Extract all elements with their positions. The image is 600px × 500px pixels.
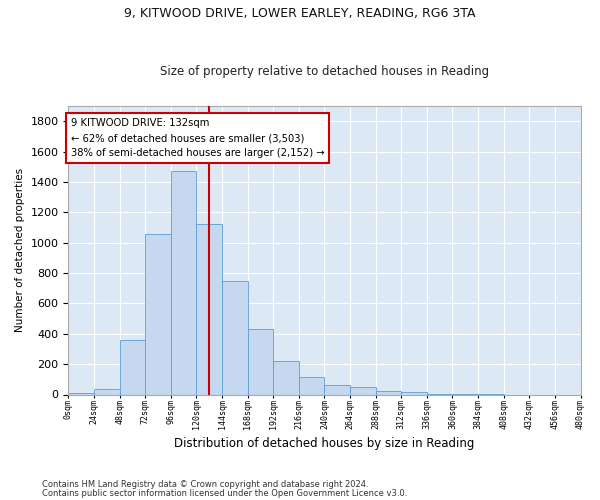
Bar [248, 329, 273, 394]
Bar [68, 393, 94, 394]
Text: 9 KITWOOD DRIVE: 132sqm
← 62% of detached houses are smaller (3,503)
38% of semi: 9 KITWOOD DRIVE: 132sqm ← 62% of detache… [71, 118, 324, 158]
Bar [94, 389, 119, 394]
Bar [119, 340, 145, 394]
Bar [325, 386, 350, 394]
Bar [299, 377, 325, 394]
Text: Contains public sector information licensed under the Open Government Licence v3: Contains public sector information licen… [42, 488, 407, 498]
Text: Contains HM Land Registry data © Crown copyright and database right 2024.: Contains HM Land Registry data © Crown c… [42, 480, 368, 489]
Bar [222, 280, 248, 394]
Title: Size of property relative to detached houses in Reading: Size of property relative to detached ho… [160, 66, 489, 78]
Bar [273, 361, 299, 394]
Bar [376, 392, 401, 394]
Bar [401, 392, 427, 394]
Bar [350, 387, 376, 394]
Bar [171, 172, 196, 394]
Text: 9, KITWOOD DRIVE, LOWER EARLEY, READING, RG6 3TA: 9, KITWOOD DRIVE, LOWER EARLEY, READING,… [124, 8, 476, 20]
X-axis label: Distribution of detached houses by size in Reading: Distribution of detached houses by size … [174, 437, 475, 450]
Bar [196, 224, 222, 394]
Bar [145, 234, 171, 394]
Y-axis label: Number of detached properties: Number of detached properties [15, 168, 25, 332]
